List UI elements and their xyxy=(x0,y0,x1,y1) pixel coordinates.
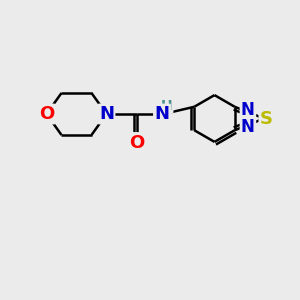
Text: N: N xyxy=(241,101,255,119)
Text: H: H xyxy=(161,99,172,112)
Text: O: O xyxy=(39,105,54,123)
Text: N: N xyxy=(241,118,255,136)
Text: N: N xyxy=(154,105,169,123)
Text: N: N xyxy=(99,105,114,123)
Text: O: O xyxy=(129,134,144,152)
Text: S: S xyxy=(260,110,273,128)
